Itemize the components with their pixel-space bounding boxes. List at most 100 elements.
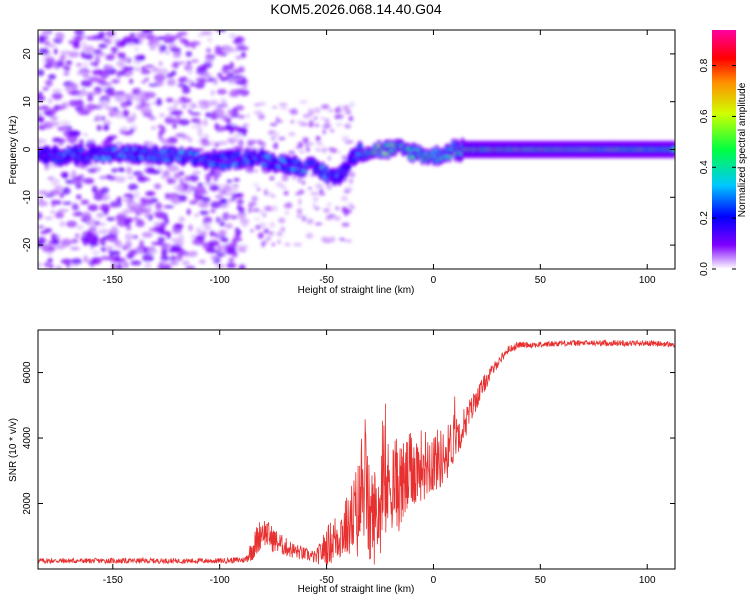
heatmap-speckle [205,112,212,118]
heatmap-speckle [191,59,199,63]
heatmap-speckle [49,121,60,127]
heatmap-speckle [237,126,248,134]
heatmap-speckle [324,118,330,123]
heatmap-speckle [197,132,204,138]
heatmap-speckle [38,200,49,207]
heatmap-speckle [347,140,354,144]
heatmap-speckle [348,171,356,178]
heatmap-speckle [127,183,139,191]
heatmap-speckle [98,43,108,49]
heatmap-speckle [105,174,113,180]
x-tick-label: 50 [535,275,547,286]
heatmap-speckle [157,237,166,242]
heatmap-speckle [335,122,344,127]
heatmap-speckle [227,80,237,85]
heatmap-speckle [196,227,202,235]
heatmap-speckle [328,214,336,217]
heatmap-speckle [38,225,45,229]
heatmap-speckle [76,225,84,230]
heatmap-speckle [166,178,177,185]
x-tick-label: -100 [210,275,230,286]
heatmap-speckle [132,96,139,101]
heatmap-speckle [314,183,323,189]
heatmap-speckle [307,141,314,147]
heatmap-speckle [80,79,93,88]
heatmap-speckle [248,207,252,214]
heatmap-speckle [188,224,194,232]
heatmap-speckle [194,193,205,201]
heatmap-speckle [313,116,318,120]
heatmap-speckle [95,69,105,74]
heatmap-speckle [154,73,166,82]
heatmap-speckle [234,80,246,85]
heatmap-speckle [55,265,63,269]
heatmap-speckle [290,119,295,124]
heatmap-speckle [81,41,87,50]
heatmap-speckle [87,204,99,212]
heatmap-speckle [143,162,154,166]
heatmap-speckle [134,47,139,52]
heatmap-speckle [155,202,163,210]
heatmap-speckle [179,177,184,184]
heatmap-speckle [136,98,142,106]
heatmap-speckle [115,141,123,146]
heatmap-speckle [207,77,215,82]
heatmap-speckle [315,148,322,152]
heatmap-speckle [99,71,109,79]
heatmap-speckle [271,106,278,109]
heatmap-speckle [43,30,49,37]
heatmap-speckle [38,111,42,117]
heatmap-speckle [160,243,172,249]
heatmap-speckle [139,197,147,203]
heatmap-speckle [349,179,353,184]
heatmap-speckle [97,229,110,234]
heatmap-speckle [219,221,226,227]
heatmap-speckle [148,115,156,121]
heatmap-speckle [115,242,123,249]
heatmap-speckle [145,92,155,98]
heatmap-speckle [48,108,57,115]
heatmap-speckle [98,31,106,39]
heatmap-speckle [298,198,302,206]
heatmap-speckle [45,79,53,87]
heatmap-speckle [177,61,186,65]
heatmap-band-core [271,158,277,163]
heatmap-speckle [153,221,161,227]
heatmap-speckle [69,83,77,89]
heatmap-speckle [230,136,238,142]
heatmap-speckle [172,122,177,129]
heatmap-speckle [130,260,142,266]
heatmap-speckle [92,250,100,255]
heatmap-speckle [248,204,253,208]
heatmap-speckle [71,169,77,176]
heatmap-speckle [237,211,247,220]
heatmap-speckle [167,136,178,144]
heatmap-speckle [87,168,97,173]
heatmap-speckle [88,76,101,83]
heatmap-speckle [186,104,197,108]
heatmap-speckle [140,107,152,116]
heatmap-speckle [199,210,209,216]
heatmap-speckle [101,38,109,42]
heatmap-speckle [61,187,71,195]
heatmap-speckle [207,37,213,43]
heatmap-band-core [151,156,156,161]
heatmap-speckle [220,198,228,205]
heatmap-speckle [172,50,182,59]
heatmap-speckle [167,106,178,112]
heatmap-speckle [319,188,324,195]
heatmap-speckle [141,30,154,34]
heatmap-speckle [236,204,242,210]
heatmap-speckle [269,176,275,181]
heatmap-speckle [312,202,317,209]
heatmap-speckle [85,91,96,97]
heatmap-speckle [173,172,181,179]
heatmap-speckle [174,223,184,229]
heatmap-speckle [323,208,331,213]
heatmap-band-core [357,144,363,149]
heatmap-speckle [199,259,206,264]
heatmap-speckle [148,35,159,44]
heatmap-speckle [263,205,272,212]
heatmap-speckle [164,218,169,225]
heatmap-speckle [62,201,72,205]
